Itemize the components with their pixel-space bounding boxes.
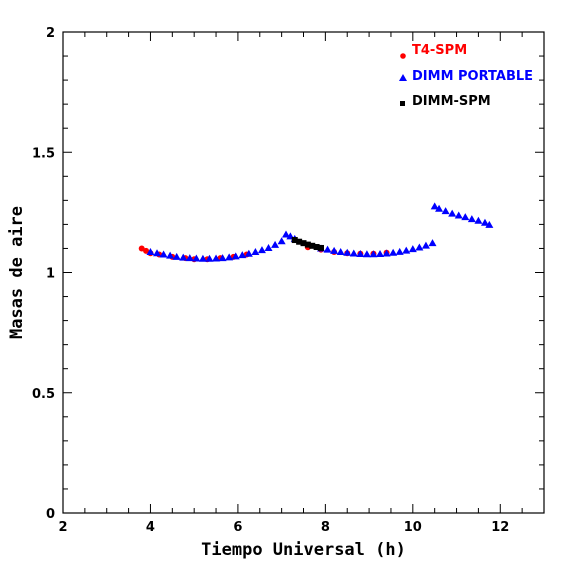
point-dimm-spm (313, 244, 320, 251)
point-dimm-portable (356, 249, 365, 257)
point-dimm-portable (257, 246, 266, 254)
point-t4-spm (143, 247, 150, 254)
y-tick-label: 1 (46, 267, 55, 282)
point-dimm-portable (428, 239, 437, 247)
point-dimm-portable (369, 250, 378, 258)
point-dimm-portable (467, 215, 476, 223)
point-dimm-portable (185, 254, 194, 262)
legend-marker-t4-spm (400, 53, 406, 59)
y-tick-label: 0 (46, 507, 55, 522)
x-tick-label: 12 (491, 520, 509, 535)
point-dimm-portable (480, 218, 489, 226)
point-dimm-portable (421, 241, 430, 249)
point-dimm-spm (296, 238, 303, 245)
y-tick-label: 0.5 (32, 387, 55, 402)
point-dimm-portable (282, 230, 291, 238)
point-dimm-portable (172, 252, 181, 260)
point-dimm-portable (349, 249, 358, 257)
point-dimm-portable (402, 246, 411, 254)
point-t4-spm (138, 245, 145, 252)
point-dimm-portable (430, 202, 439, 210)
point-dimm-spm (304, 241, 311, 248)
point-dimm-portable (244, 249, 253, 257)
point-dimm-portable (448, 209, 457, 217)
point-dimm-portable (205, 254, 214, 262)
point-dimm-portable (389, 248, 398, 256)
point-dimm-portable (271, 240, 280, 248)
point-dimm-portable (198, 254, 207, 262)
legend-label-dimm-spm: DIMM-SPM (412, 94, 491, 109)
point-dimm-portable (277, 237, 286, 245)
point-dimm-portable (238, 251, 247, 259)
point-dimm-portable (395, 247, 404, 255)
point-dimm-spm (300, 240, 307, 247)
point-dimm-portable (179, 253, 188, 261)
point-dimm-portable (408, 245, 417, 253)
x-tick-label: 8 (321, 520, 330, 535)
legend-label-t4-spm: T4-SPM (412, 43, 467, 58)
axis-ticks: 2 4 6 8 10 12 0 0.5 1 1.5 2 (32, 26, 545, 535)
point-dimm-portable (376, 249, 385, 257)
x-tick-label: 2 (58, 520, 67, 535)
y-tick-label: 2 (46, 26, 55, 41)
point-dimm-portable (454, 211, 463, 219)
point-dimm-portable (192, 254, 201, 262)
point-dimm-portable (362, 250, 371, 258)
point-dimm-portable (441, 207, 450, 215)
point-dimm-portable (323, 245, 332, 253)
point-dimm-spm (309, 242, 316, 249)
point-dimm-portable (159, 250, 168, 258)
point-dimm-portable (146, 248, 155, 256)
legend-marker-dimm-spm (400, 101, 405, 106)
point-dimm-portable (330, 246, 339, 254)
point-dimm-spm (291, 237, 298, 244)
point-dimm-portable (382, 249, 391, 257)
point-dimm-spm (317, 244, 324, 251)
x-axis-title: Tiempo Universal (h) (201, 540, 406, 560)
point-dimm-portable (218, 254, 227, 262)
point-dimm-portable (474, 216, 483, 224)
point-dimm-portable (343, 248, 352, 256)
x-tick-label: 10 (404, 520, 422, 535)
point-dimm-portable (231, 252, 240, 260)
x-tick-label: 4 (146, 520, 155, 535)
point-dimm-portable (166, 251, 175, 259)
point-dimm-portable (212, 254, 221, 262)
point-dimm-portable (251, 248, 260, 256)
point-dimm-portable (153, 249, 162, 257)
legend-label-dimm-portable: DIMM PORTABLE (412, 69, 533, 84)
point-dimm-portable (461, 213, 470, 221)
point-dimm-portable (264, 243, 273, 251)
legend: T4-SPM DIMM PORTABLE DIMM-SPM (399, 43, 533, 109)
y-axis-title: Masas de aire (7, 206, 27, 339)
x-tick-label: 6 (233, 520, 242, 535)
y-tick-label: 1.5 (32, 146, 55, 161)
point-dimm-portable (435, 204, 444, 212)
point-dimm-portable (225, 253, 234, 261)
point-dimm-portable (485, 220, 494, 228)
legend-marker-dimm-portable (399, 74, 407, 81)
point-dimm-portable (415, 243, 424, 251)
point-dimm-portable (336, 248, 345, 256)
data-marks (138, 202, 494, 263)
